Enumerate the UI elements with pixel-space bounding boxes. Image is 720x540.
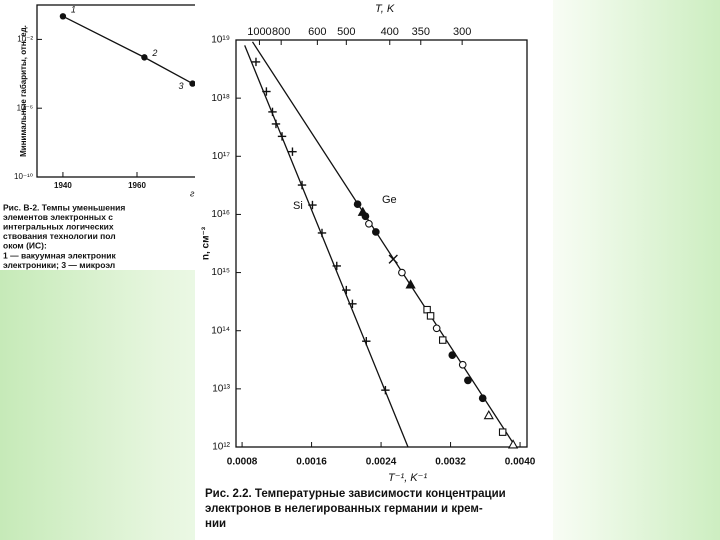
- data-point: [448, 351, 457, 359]
- caption-line: Рис. В-2. Темпы уменьшения: [3, 202, 125, 212]
- y-tick-label: 10¹⁸: [211, 93, 230, 104]
- data-point: [381, 385, 390, 395]
- x-tick-label: 1960: [128, 181, 146, 190]
- data-point: [357, 206, 368, 216]
- x2-axis-label: T, K: [375, 3, 395, 15]
- data-point: [426, 312, 435, 320]
- y-tick-label: 10⁻⁶: [17, 103, 33, 112]
- caption-line: оком (ИС):: [3, 241, 47, 251]
- data-point: [365, 219, 373, 228]
- data-point: [317, 228, 327, 238]
- y-tick-label: 10¹⁶: [211, 209, 230, 220]
- x-tick-label: 0.0040: [505, 457, 536, 468]
- point-label: 3: [179, 81, 184, 91]
- y-tick-label: 10⁻²: [17, 35, 33, 44]
- x-axis-label: T⁻¹, K⁻¹: [388, 472, 427, 484]
- x-tick-label: 0.0024: [366, 457, 397, 468]
- caption-line: 1 — вакуумная электроник: [3, 250, 117, 260]
- x2-tick-label: 400: [381, 26, 399, 38]
- x2-tick-label: 600: [308, 26, 326, 38]
- data-point: [483, 410, 494, 420]
- scan-left: [0, 0, 195, 270]
- x2-tick-label: 350: [412, 26, 430, 38]
- y-tick-label: 10¹⁴: [211, 325, 230, 336]
- data-point: [141, 54, 148, 61]
- data-point: [478, 394, 487, 403]
- caption-line: электроники; 3 — микроэл: [3, 260, 115, 270]
- x-tick-label: 0.0016: [296, 457, 327, 468]
- x2-tick-label: 1000: [247, 26, 271, 38]
- caption-line: ствования технологии пол: [3, 231, 116, 241]
- data-point: [405, 279, 416, 289]
- point-label: 1: [71, 5, 76, 15]
- data-point: [268, 107, 277, 117]
- data-point: [348, 299, 357, 309]
- y-axis-label: Минимальные габариты, отн. ед.: [19, 25, 28, 157]
- caption-line: СБИС и микропроцессорс: [3, 269, 114, 279]
- scan-main: [195, 0, 553, 540]
- y-tick-label: 10¹⁹: [211, 35, 230, 46]
- data-point: [288, 147, 297, 156]
- y-tick-label: 10⁻¹⁰: [14, 172, 33, 181]
- data-point: [59, 13, 67, 20]
- chart-left: 10⁻²10⁻⁶10⁻¹⁰1940196019гМинимальные габа…: [3, 4, 195, 279]
- caption-line: Рис. 2.2. Температурные зависимости конц…: [205, 488, 506, 500]
- data-point: [423, 305, 431, 314]
- data-point: [507, 439, 519, 449]
- y-tick-label: 10¹²: [212, 442, 230, 453]
- data-point: [277, 132, 287, 141]
- x-tick-label: 0.0032: [435, 457, 466, 468]
- caption-line: элементов электронных с: [3, 212, 113, 222]
- data-point: [464, 376, 472, 385]
- data-point: [271, 119, 281, 129]
- caption-line: электронов в нелегированных германии и к…: [205, 503, 483, 515]
- x2-tick-label: 500: [337, 26, 355, 38]
- data-point: [432, 324, 441, 333]
- caption-line: нии: [205, 518, 226, 530]
- y-tick-label: 10¹³: [212, 383, 230, 394]
- data-point: [398, 268, 406, 277]
- data-point: [262, 87, 271, 96]
- x-axis-label: г: [190, 188, 195, 198]
- x-tick-label: 0.0008: [227, 457, 258, 468]
- chart-main: 10¹² 10¹³ 10¹⁴ 10¹⁵ 10¹⁶ 10¹⁷ 10¹⁸ 10¹⁹ 0.0008 0.…: [201, 3, 536, 530]
- fit-line: [251, 41, 517, 448]
- data-point: [189, 80, 195, 87]
- data-point: [438, 336, 447, 344]
- caption-line: интегральных логических: [3, 221, 114, 231]
- y-tick-label: 10¹⁷: [212, 151, 230, 162]
- data-point: [362, 337, 371, 346]
- x2-tick-label: 300: [453, 26, 471, 38]
- data-point: [297, 180, 307, 190]
- marker-stroke: [388, 254, 398, 264]
- x-tick-label: 1940: [54, 181, 72, 190]
- annotation: Si: [293, 200, 303, 212]
- y-tick-label: 10¹⁵: [211, 267, 230, 278]
- annotation: Ge: [382, 194, 397, 206]
- x2-tick-label: 800: [272, 26, 290, 38]
- data-point: [332, 261, 341, 271]
- data-point: [308, 200, 317, 210]
- data-point: [342, 285, 351, 295]
- data-point: [353, 200, 362, 209]
- y-axis-label: n, см⁻³: [201, 226, 212, 260]
- point-label: 2: [151, 48, 157, 58]
- data-point: [388, 254, 398, 264]
- data-point: [458, 360, 467, 369]
- data-point: [251, 57, 261, 67]
- data-point: [372, 228, 380, 236]
- data-point: [498, 428, 507, 436]
